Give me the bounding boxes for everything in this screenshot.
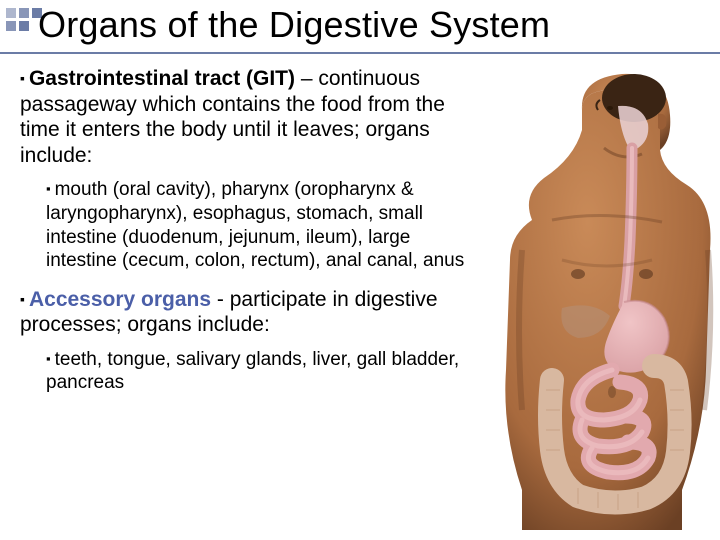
- bullet-accessory: ▪Accessory organs - participate in diges…: [20, 287, 480, 338]
- git-sub-text: mouth (oral cavity), pharynx (oropharynx…: [46, 179, 464, 271]
- accessory-lead: Accessory organs: [29, 288, 211, 311]
- bullet-accessory-sub: ▪teeth, tongue, salivary glands, liver, …: [46, 348, 480, 395]
- git-lead: Gastrointestinal tract (GIT): [29, 67, 295, 90]
- bullet-marker-icon: ▪: [20, 291, 25, 307]
- bullet-marker-icon: ▪: [46, 351, 51, 366]
- anatomy-figure: [482, 70, 720, 530]
- bullet-marker-icon: ▪: [20, 70, 25, 86]
- accessory-sub-text: teeth, tongue, salivary glands, liver, g…: [46, 349, 459, 394]
- bullet-marker-icon: ▪: [46, 181, 51, 196]
- anatomy-svg: [482, 70, 720, 530]
- bullet-git: ▪Gastrointestinal tract (GIT) – continuo…: [20, 66, 480, 168]
- slide-title: Organs of the Digestive System: [38, 4, 550, 46]
- title-decoration: [6, 8, 42, 31]
- title-rule: [0, 52, 720, 54]
- bullet-git-sub: ▪mouth (oral cavity), pharynx (oropharyn…: [46, 178, 480, 272]
- content-area: ▪Gastrointestinal tract (GIT) – continuo…: [20, 66, 480, 409]
